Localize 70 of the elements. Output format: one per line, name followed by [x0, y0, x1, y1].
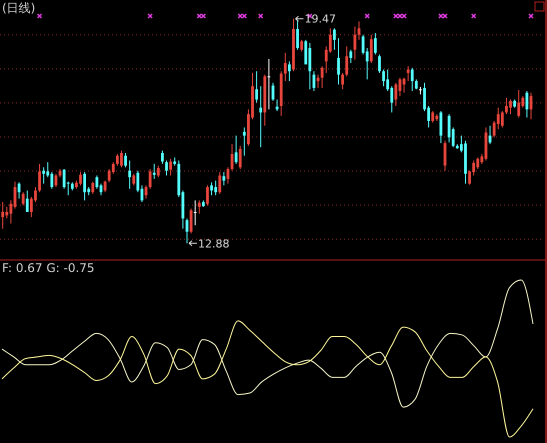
candlestick [190, 208, 192, 234]
candlestick [54, 173, 58, 188]
candlestick [444, 140, 446, 172]
candlestick [316, 74, 320, 88]
candlestick [268, 58, 270, 110]
chart-title: F: 0.67 G: -0.75 [2, 261, 95, 275]
candlestick [169, 158, 172, 176]
candlestick [448, 114, 450, 143]
candlestick [42, 166, 46, 184]
candlestick [378, 54, 381, 74]
candlestick [308, 42, 312, 90]
candlestick [296, 19, 299, 50]
candlestick [79, 172, 82, 186]
candlestick [83, 172, 86, 201]
candlestick [194, 200, 197, 226]
candlestick [509, 99, 512, 115]
candlestick [5, 206, 8, 219]
candlestick [161, 150, 164, 164]
candlestick [488, 125, 492, 145]
candlestick [358, 20, 360, 40]
candlestick [230, 144, 234, 172]
candlestick [300, 39, 304, 52]
candlestick [337, 38, 340, 86]
candlestick [116, 154, 119, 166]
candlestick [26, 190, 29, 212]
candlestick [120, 150, 123, 168]
candlestick [341, 72, 344, 90]
candlestick [382, 69, 385, 87]
candlestick [144, 184, 148, 200]
candlestick [186, 218, 188, 244]
candlestick [165, 160, 168, 176]
candlestick [398, 77, 402, 97]
candlestick [226, 166, 230, 184]
candlestick [312, 70, 316, 92]
candlestick [505, 97, 508, 115]
candlestick [238, 145, 242, 170]
candlestick [526, 90, 528, 118]
candlestick [259, 86, 262, 148]
candlestick [345, 46, 348, 77]
candlestick [148, 168, 152, 190]
candlestick [104, 180, 106, 193]
candlestick [18, 182, 20, 200]
candlestick [234, 135, 238, 164]
annotation: 12.88 [198, 237, 230, 250]
candlestick [530, 92, 532, 120]
candlestick [370, 34, 373, 64]
candlestick [402, 77, 406, 94]
candlestick [95, 174, 98, 190]
candlestick [62, 168, 66, 190]
candlestick [406, 66, 410, 82]
candlestick [22, 192, 25, 206]
candlestick [394, 82, 398, 106]
chart-title: (日线) [2, 1, 36, 15]
candlestick [276, 99, 278, 112]
candlestick [374, 32, 377, 56]
candlestick [255, 70, 258, 104]
candlestick [517, 89, 520, 118]
candlestick [440, 110, 442, 144]
candlestick [320, 66, 324, 88]
candlestick [14, 181, 16, 210]
candlestick [124, 152, 127, 168]
candlestick [272, 82, 274, 102]
candlestick [333, 28, 336, 50]
candlestick [210, 182, 213, 196]
annotation: 19.47 [304, 12, 336, 26]
candlestick [206, 184, 209, 206]
candlestick [288, 60, 291, 82]
candlestick [222, 172, 226, 186]
candlestick [38, 163, 41, 193]
candlestick [354, 26, 356, 60]
